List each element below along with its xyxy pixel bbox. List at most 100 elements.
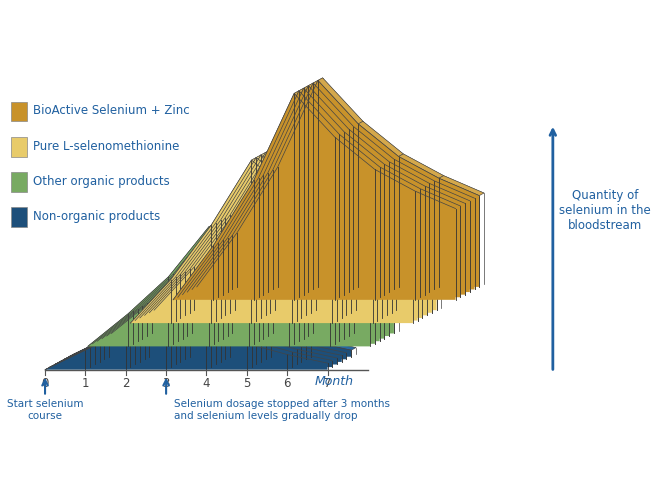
Polygon shape (197, 81, 480, 287)
Polygon shape (256, 336, 301, 349)
Polygon shape (173, 93, 455, 300)
Polygon shape (335, 298, 380, 313)
Polygon shape (216, 323, 261, 338)
Polygon shape (299, 278, 344, 298)
Polygon shape (275, 145, 320, 180)
Polygon shape (301, 344, 346, 355)
Polygon shape (420, 186, 465, 206)
Polygon shape (45, 348, 90, 370)
Polygon shape (382, 228, 427, 248)
Polygon shape (100, 320, 145, 342)
Text: 6: 6 (283, 377, 291, 390)
Text: 7: 7 (324, 377, 331, 390)
Polygon shape (266, 330, 311, 344)
Polygon shape (254, 259, 299, 283)
Polygon shape (135, 158, 418, 321)
Polygon shape (354, 124, 399, 159)
Polygon shape (147, 264, 192, 303)
Polygon shape (194, 210, 239, 267)
Polygon shape (415, 189, 461, 209)
Polygon shape (311, 339, 356, 350)
Polygon shape (150, 267, 194, 313)
Polygon shape (439, 176, 484, 195)
Polygon shape (306, 342, 351, 353)
Polygon shape (304, 275, 349, 295)
Polygon shape (273, 81, 318, 170)
Polygon shape (150, 293, 195, 318)
Polygon shape (263, 85, 308, 175)
Polygon shape (228, 170, 273, 238)
Polygon shape (59, 340, 104, 362)
Polygon shape (128, 274, 173, 314)
Polygon shape (185, 215, 230, 272)
Polygon shape (394, 157, 439, 181)
Polygon shape (294, 91, 339, 137)
Text: Month: Month (315, 375, 354, 388)
Polygon shape (176, 301, 220, 326)
Polygon shape (213, 178, 258, 246)
Polygon shape (92, 224, 375, 344)
Polygon shape (434, 178, 480, 198)
Polygon shape (237, 165, 282, 233)
Polygon shape (97, 222, 380, 341)
Polygon shape (50, 306, 333, 367)
Polygon shape (344, 129, 389, 164)
Polygon shape (178, 219, 223, 272)
Polygon shape (197, 230, 242, 287)
Polygon shape (232, 211, 277, 251)
Polygon shape (230, 147, 275, 215)
Polygon shape (396, 220, 441, 241)
Polygon shape (211, 158, 256, 225)
Polygon shape (135, 274, 180, 321)
Polygon shape (270, 328, 316, 342)
Polygon shape (144, 152, 427, 315)
Polygon shape (90, 326, 135, 348)
Polygon shape (150, 150, 432, 313)
Text: Quantity of
selenium in the
bloodstream: Quantity of selenium in the bloodstream (559, 190, 651, 232)
Polygon shape (112, 214, 394, 333)
Polygon shape (11, 172, 27, 191)
Polygon shape (69, 334, 114, 357)
Polygon shape (220, 152, 266, 220)
Polygon shape (349, 127, 394, 162)
Polygon shape (261, 333, 306, 347)
Polygon shape (377, 231, 422, 251)
Polygon shape (430, 181, 474, 201)
Polygon shape (171, 303, 216, 328)
Polygon shape (247, 341, 292, 355)
Polygon shape (230, 315, 276, 330)
Polygon shape (180, 299, 226, 323)
Polygon shape (152, 261, 197, 301)
Polygon shape (235, 145, 280, 213)
Polygon shape (389, 159, 434, 184)
Polygon shape (266, 150, 311, 185)
Polygon shape (211, 326, 256, 341)
Text: Pure L-selenomethionine: Pure L-selenomethionine (33, 139, 180, 153)
Polygon shape (140, 299, 185, 323)
Polygon shape (176, 220, 220, 277)
Polygon shape (11, 137, 27, 157)
Polygon shape (64, 337, 109, 359)
Polygon shape (188, 85, 470, 292)
Polygon shape (289, 283, 335, 303)
Polygon shape (85, 328, 131, 350)
Polygon shape (251, 338, 297, 352)
Polygon shape (380, 164, 424, 189)
Polygon shape (387, 226, 432, 246)
Polygon shape (223, 172, 268, 240)
Polygon shape (69, 296, 351, 357)
Text: 2: 2 (122, 377, 129, 390)
Polygon shape (178, 240, 223, 297)
Polygon shape (154, 264, 199, 310)
Polygon shape (185, 296, 230, 320)
Polygon shape (97, 306, 142, 341)
Text: BioActive Selenium + Zinc: BioActive Selenium + Zinc (33, 105, 190, 117)
Polygon shape (192, 233, 237, 290)
Text: Non-organic products: Non-organic products (33, 210, 160, 223)
Polygon shape (256, 155, 301, 190)
Polygon shape (342, 211, 387, 231)
Polygon shape (263, 253, 308, 278)
Polygon shape (11, 207, 27, 227)
Polygon shape (373, 234, 418, 253)
Polygon shape (223, 217, 268, 256)
